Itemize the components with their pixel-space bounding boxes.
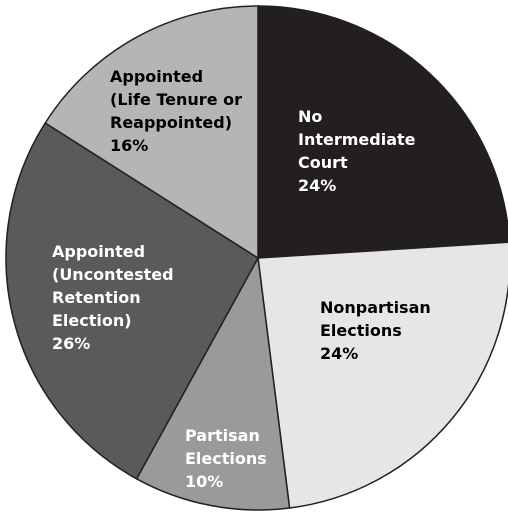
slice-label: Elections bbox=[185, 449, 267, 468]
pie-slice bbox=[44, 5, 259, 260]
slice-label: Election) bbox=[52, 311, 132, 330]
slice-label: (Life Tenure or bbox=[110, 90, 242, 109]
value-label: 16% bbox=[110, 136, 148, 155]
slice-label: Elections bbox=[320, 321, 402, 340]
slice-label: Appointed bbox=[52, 242, 145, 261]
slice-label: Partisan bbox=[185, 426, 260, 445]
pie-slice bbox=[5, 121, 259, 480]
slice-label: Intermediate bbox=[298, 130, 416, 149]
slice-label: No bbox=[298, 107, 322, 126]
value-label: 24% bbox=[320, 344, 358, 363]
pie-slice bbox=[257, 5, 508, 259]
slice-label: Reappointed) bbox=[110, 113, 232, 132]
pie-slice bbox=[257, 241, 508, 509]
slice-label: Court bbox=[298, 153, 348, 172]
slice-label: Nonpartisan bbox=[320, 298, 431, 317]
value-label: 26% bbox=[52, 334, 90, 353]
slice-label: (Uncontested bbox=[52, 265, 174, 284]
value-label: 10% bbox=[185, 472, 223, 491]
value-label: 24% bbox=[298, 176, 336, 195]
slice-label: Appointed bbox=[110, 67, 203, 86]
pie-slice bbox=[135, 255, 291, 511]
slice-label: Retention bbox=[52, 288, 141, 307]
